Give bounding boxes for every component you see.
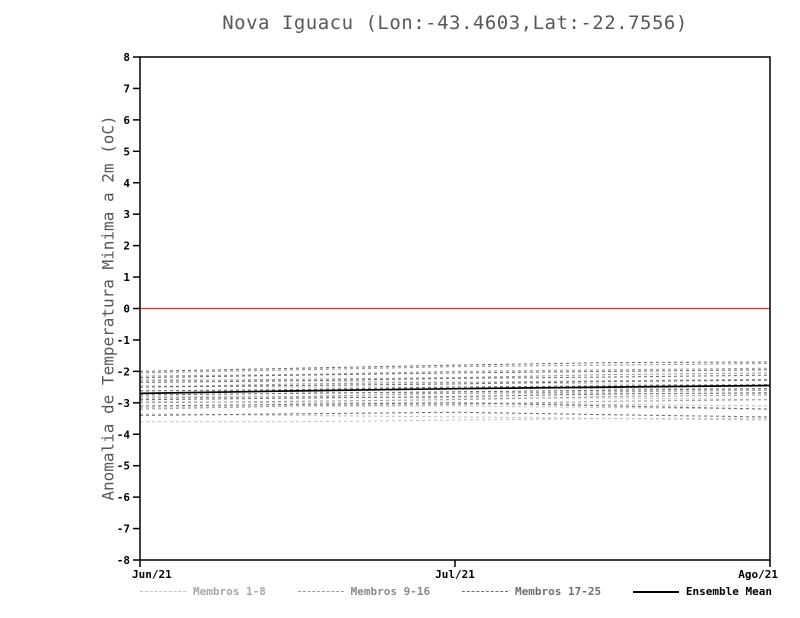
y-tick-label: 1 (123, 271, 130, 284)
legend-label: Membros 9-16 (350, 585, 431, 598)
x-tick-label: Jun/21 (132, 568, 172, 581)
y-tick-label: 4 (123, 177, 130, 190)
ensemble-member-line (139, 400, 771, 407)
ensemble-member-line (140, 417, 770, 423)
y-tick-label: 8 (123, 51, 130, 64)
y-tick-label: -1 (117, 334, 131, 347)
chart-legend: Membros 1-8 Membros 9-16 Membros 17-25 Ense… (140, 585, 772, 598)
x-tick-label: Jul/21 (435, 568, 475, 581)
chart-title: Nova Iguacu (Lon:-43.4603,Lat:-22.7556) (222, 12, 688, 34)
legend-item: Ensemble Mean (632, 585, 772, 598)
y-tick-label: -6 (117, 491, 131, 504)
y-tick-label: 5 (123, 145, 130, 158)
ensemble-member-line (139, 411, 771, 418)
ensemble-member-line (139, 367, 771, 377)
dashed-line-swatch (140, 591, 186, 592)
y-tick-label: -4 (117, 428, 131, 441)
legend-item: Membros 17-25 (461, 585, 602, 598)
y-tick-label: 2 (123, 240, 130, 253)
y-tick-label: 6 (123, 114, 130, 127)
y-tick-label: 0 (123, 303, 130, 316)
dashed-line-swatch (297, 591, 344, 592)
legend-item: Membros 9-16 (297, 585, 431, 598)
ensemble-member-line (139, 361, 771, 372)
ensemble-member-line (139, 372, 771, 382)
legend-label: Membros 1-8 (193, 585, 266, 598)
y-tick-label: 7 (123, 82, 130, 95)
ensemble-mean-line (139, 384, 771, 395)
solid-line-swatch (632, 590, 679, 593)
legend-label: Membros 17-25 (514, 585, 602, 598)
x-tick-label: Ago/21 (738, 568, 778, 581)
legend-item: Membros 1-8 (140, 585, 266, 598)
ensemble-member-line (140, 395, 771, 401)
ensemble-member-line (139, 413, 771, 421)
y-tick-label: -7 (117, 523, 130, 536)
dashed-line-swatch (461, 591, 508, 592)
legend-label: Ensemble Mean (685, 585, 772, 598)
y-tick-label: -2 (117, 365, 130, 378)
y-tick-label: -5 (117, 460, 130, 473)
y-tick-label: 3 (123, 208, 130, 221)
ensemble-member-line (139, 362, 771, 374)
y-tick-label: -3 (117, 397, 130, 410)
y-tick-label: -8 (117, 554, 130, 567)
